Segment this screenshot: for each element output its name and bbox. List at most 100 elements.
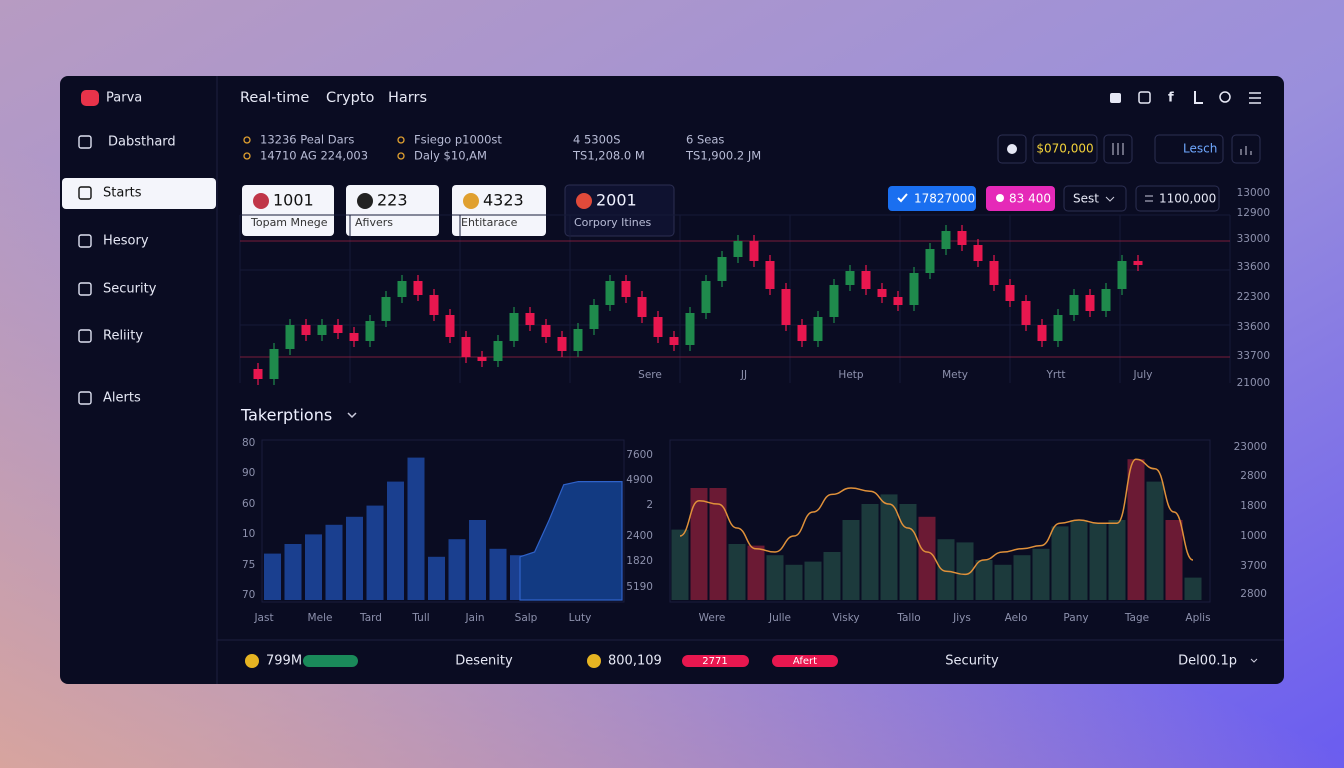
card-label: Afivers: [355, 216, 393, 229]
stat-text: 14710 AG 224,003: [260, 149, 368, 163]
chip[interactable]: [986, 186, 1055, 211]
tool-button[interactable]: [1231, 134, 1261, 164]
tool-icon: [1112, 143, 1124, 155]
nav-icon[interactable]: [78, 282, 92, 296]
stat-dot: [243, 152, 251, 160]
candle-body: [269, 349, 279, 379]
chip[interactable]: [888, 186, 976, 211]
x-axis-label: Mety: [942, 369, 968, 381]
candle-body: [1133, 261, 1143, 265]
candle-body: [813, 317, 823, 341]
candle-body: [861, 271, 871, 289]
bar: [448, 539, 466, 600]
footer-value: 799M: [266, 654, 302, 669]
pill[interactable]: [772, 655, 838, 667]
candle-body: [1101, 289, 1111, 311]
stat-text: TS1,208.0 M: [572, 149, 645, 163]
nav-active[interactable]: [62, 178, 216, 209]
chip[interactable]: [1135, 185, 1220, 212]
x-axis-label: July: [1133, 369, 1153, 381]
section-chevron[interactable]: [347, 412, 357, 419]
bar: [842, 520, 860, 600]
candle-body: [541, 325, 551, 337]
x-axis-label: Yrtt: [1046, 369, 1066, 381]
bar: [690, 488, 708, 600]
icon-menu[interactable]: [1249, 92, 1261, 104]
candle-body: [333, 325, 343, 333]
icon-box[interactable]: [1138, 91, 1151, 104]
chip-text: 17827000: [914, 192, 975, 206]
candle-body: [301, 325, 311, 335]
candle-body: [765, 261, 775, 289]
y2-axis-label: 5190: [626, 581, 653, 593]
y-axis-label: 33700: [1237, 350, 1270, 362]
y-axis-label: 10: [242, 528, 255, 540]
stat-dot: [243, 136, 251, 144]
bar: [861, 504, 879, 600]
nav-item: Dabsthard: [108, 135, 176, 150]
candle-body: [925, 249, 935, 273]
candle-body: [781, 289, 791, 325]
tool-icon: [1007, 144, 1017, 154]
bar: [956, 542, 974, 600]
price-button[interactable]: [1032, 134, 1098, 164]
x-axis-label: Pany: [1063, 612, 1088, 624]
stat-card: [564, 184, 675, 237]
bar: [804, 561, 822, 600]
stat-dot: [397, 152, 405, 160]
nav-icon[interactable]: [78, 391, 92, 405]
y-axis-label: 1000: [1240, 530, 1267, 542]
y-axis-label: 21000: [1237, 377, 1270, 389]
bar: [899, 504, 917, 600]
select-chevron[interactable]: [1250, 658, 1258, 663]
icon-search[interactable]: [1219, 91, 1231, 103]
candle-body: [909, 273, 919, 305]
candle-body: [941, 231, 951, 249]
top-nav-item: Real-time: [240, 90, 309, 106]
candle-body: [397, 281, 407, 297]
x-axis-label: JJ: [740, 369, 747, 381]
nav-icon[interactable]: [78, 329, 92, 343]
tool-button[interactable]: [1103, 134, 1133, 164]
candle-body: [253, 369, 263, 379]
y2-axis-label: 7600: [626, 449, 653, 461]
bar: [1184, 577, 1202, 600]
select-text: Sest: [1073, 192, 1099, 206]
candle-body: [365, 321, 375, 341]
tool-button[interactable]: [997, 134, 1027, 164]
card-icon: [463, 193, 479, 209]
icon-f[interactable]: f: [1168, 91, 1174, 106]
x-axis-label: Luty: [569, 612, 592, 624]
candle-body: [413, 281, 423, 295]
select[interactable]: [1063, 185, 1127, 212]
chip-icon: [996, 194, 1004, 202]
candle-body: [637, 297, 647, 317]
card-label: Corpory Itines: [574, 216, 652, 229]
candle-body: [381, 297, 391, 321]
y-axis-label: 33600: [1237, 321, 1270, 333]
stat-text: 6 Seas: [686, 133, 724, 147]
coin-icon: [245, 654, 259, 668]
x-axis-label: Sere: [638, 369, 662, 381]
x-axis-label: Julle: [768, 612, 791, 624]
stat-text: 4 5300S: [573, 133, 621, 147]
y-axis-label: 12900: [1237, 207, 1270, 219]
card-icon: [357, 193, 373, 209]
nav-item: Alerts: [103, 391, 141, 406]
nav-icon[interactable]: [78, 234, 92, 248]
nav-icon[interactable]: [78, 135, 92, 149]
bar: [766, 555, 784, 600]
bar: [880, 494, 898, 600]
launch-button[interactable]: [1154, 134, 1224, 164]
y2-axis-label: 2: [646, 499, 653, 511]
candle-body: [557, 337, 567, 351]
candle-body: [717, 257, 727, 281]
nav-icon[interactable]: [78, 186, 92, 200]
chart-frame: [261, 439, 625, 603]
icon-l[interactable]: [1194, 91, 1203, 104]
bar: [1165, 520, 1183, 600]
candle-body: [1085, 295, 1095, 311]
bar: [284, 544, 302, 600]
y-axis-label: 80: [242, 437, 255, 449]
icon-lock[interactable]: [1110, 93, 1121, 103]
